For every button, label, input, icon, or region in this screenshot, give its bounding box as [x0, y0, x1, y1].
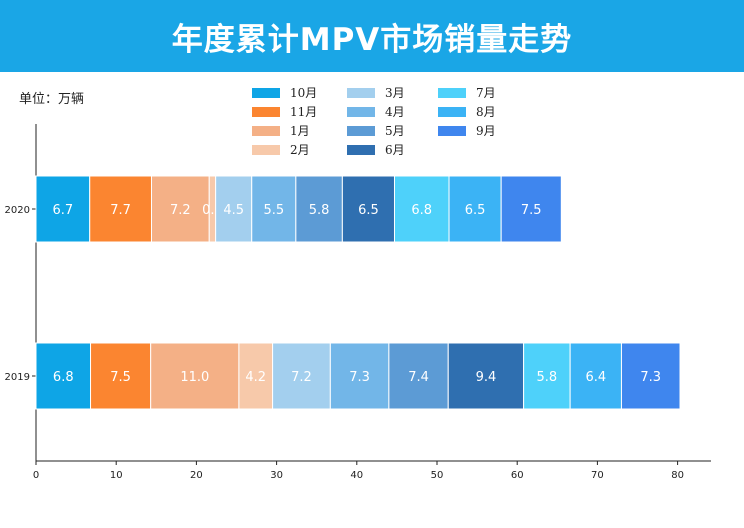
data-label: 7.7 — [110, 203, 131, 218]
data-label: 6.7 — [53, 203, 74, 218]
bar-segment — [448, 175, 502, 243]
bar-segment — [341, 175, 395, 243]
legend-label: 4月 — [385, 105, 405, 119]
data-label: 5.5 — [263, 203, 284, 218]
x-tick-label: 0 — [33, 470, 39, 481]
data-label: 4.5 — [223, 203, 244, 218]
bar-segment — [523, 342, 571, 410]
data-label: 7.2 — [291, 370, 312, 385]
legend-swatch — [252, 107, 280, 117]
x-tick-label: 30 — [270, 470, 283, 481]
bar-segment — [90, 342, 152, 410]
bar-segment — [89, 175, 152, 243]
bar-segment — [295, 175, 343, 243]
bar-segment — [238, 342, 274, 410]
data-label: 11.0 — [180, 370, 209, 385]
data-label: 6.8 — [53, 370, 74, 385]
data-label: 5.8 — [309, 203, 330, 218]
bar-segment — [393, 175, 450, 243]
x-tick-label: 40 — [350, 470, 363, 481]
legend-swatch — [438, 107, 466, 117]
legend-label: 7月 — [476, 86, 496, 100]
data-label: 6.8 — [411, 203, 432, 218]
bar-segment — [215, 175, 253, 243]
legend-label: 10月 — [290, 86, 317, 100]
data-label: 7.5 — [521, 203, 542, 218]
data-label: 6.5 — [358, 203, 379, 218]
legend-swatch — [347, 126, 375, 136]
bar-segment — [388, 342, 449, 410]
legend-swatch — [438, 126, 466, 136]
legend-label: 3月 — [385, 86, 405, 100]
x-tick-label: 80 — [671, 470, 684, 481]
bar-segment — [620, 342, 681, 410]
x-tick-label: 20 — [190, 470, 203, 481]
data-label: 9.4 — [476, 370, 497, 385]
legend-swatch — [252, 126, 280, 136]
data-label: 7.5 — [110, 370, 131, 385]
legend-swatch — [347, 107, 375, 117]
data-label: 6.4 — [585, 370, 606, 385]
bar-segment — [272, 342, 331, 410]
x-tick-label: 60 — [511, 470, 524, 481]
legend-label: 5月 — [385, 124, 405, 138]
page-title: 年度累计MPV市场销量走势 — [171, 21, 573, 58]
legend-label: 9月 — [476, 124, 496, 138]
bar-segment — [447, 342, 525, 410]
unit-label: 单位：万辆 — [19, 92, 85, 107]
bar-segment — [150, 175, 210, 243]
legend-label: 2月 — [290, 143, 310, 157]
bar-segment — [35, 342, 92, 410]
x-tick-label: 50 — [431, 470, 444, 481]
legend-label: 6月 — [385, 143, 405, 157]
legend-swatch — [252, 145, 280, 155]
bar-segment — [329, 342, 390, 410]
legend-swatch — [252, 88, 280, 98]
bar-segment — [150, 342, 240, 410]
bar-segment — [500, 175, 562, 243]
legend-swatch — [347, 88, 375, 98]
title-bar: 年度累计MPV市场销量走势 — [0, 0, 744, 72]
legend-label: 8月 — [476, 105, 496, 119]
data-label: 7.4 — [408, 370, 429, 385]
x-tick-label: 10 — [110, 470, 123, 481]
legend-label: 11月 — [290, 105, 317, 119]
y-tick-label: 2019 — [5, 372, 30, 383]
legend-swatch — [438, 88, 466, 98]
data-label: 7.3 — [349, 370, 370, 385]
bar-segment — [251, 175, 297, 243]
data-label: 4.2 — [245, 370, 266, 385]
data-label: 6.5 — [465, 203, 486, 218]
y-tick-label: 2020 — [5, 205, 30, 216]
bar-segment — [569, 342, 622, 410]
data-label: 5.8 — [537, 370, 558, 385]
legend-label: 1月 — [290, 124, 310, 138]
legend-swatch — [347, 145, 375, 155]
x-tick-label: 70 — [591, 470, 604, 481]
data-label: 7.2 — [170, 203, 191, 218]
data-label: 7.3 — [640, 370, 661, 385]
